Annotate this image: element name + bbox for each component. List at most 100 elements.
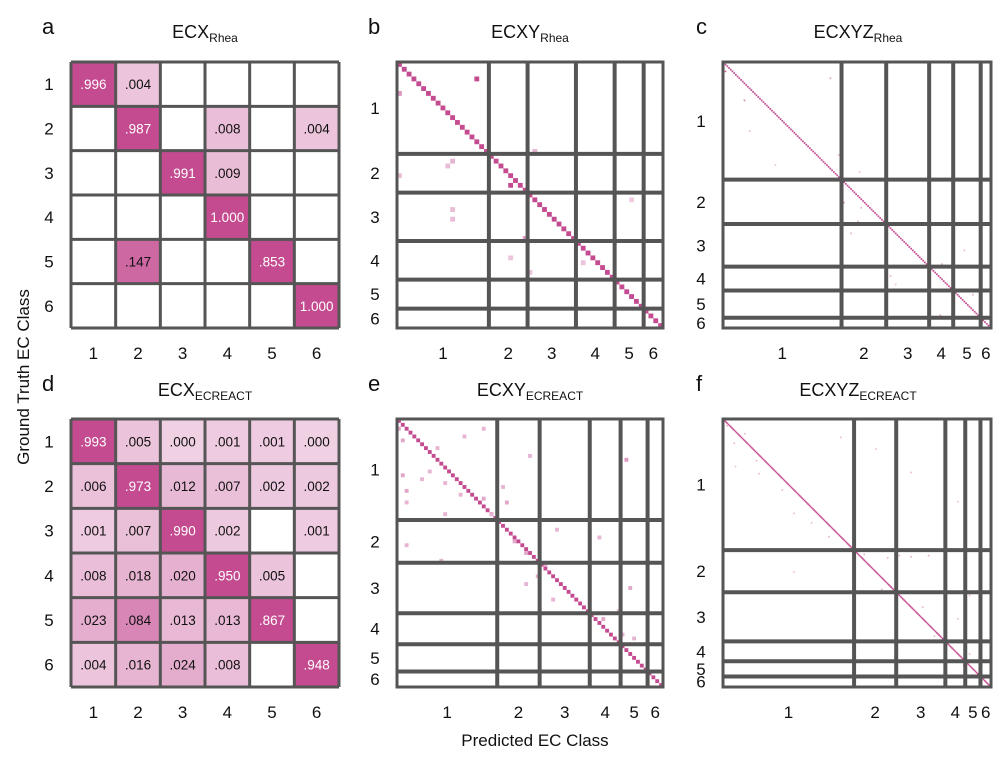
- diagonal-cell: [988, 684, 991, 687]
- diagonal-cell: [900, 596, 903, 599]
- panel-letter-c: c: [696, 14, 707, 39]
- matrix-cell: [160, 508, 205, 553]
- diagonal-cell: [488, 153, 494, 159]
- panel-title-subscript: ECREACT: [859, 389, 917, 403]
- diagonal-cell: [845, 541, 848, 544]
- diagonal-cell: [864, 560, 867, 563]
- off-diagonal-cell: [963, 249, 966, 252]
- matrix-cell: [160, 463, 205, 509]
- off-diagonal-cell: [427, 469, 432, 474]
- y-tick-label: 5: [370, 649, 379, 668]
- panel-d: d ECXECREACT .993 .005 .000 .001 .001 .000 .006.…: [42, 371, 341, 722]
- diagonal-cell: [919, 615, 922, 618]
- off-diagonal-cell: [968, 594, 971, 597]
- diagonal-cell: [619, 284, 625, 290]
- diagonal-cell: [734, 430, 737, 433]
- diagonal-cell: [909, 605, 911, 607]
- diagonal-cell: [813, 509, 815, 511]
- diagonal-cell: [939, 276, 942, 279]
- diagonal-cell: [846, 184, 849, 187]
- diagonal-cell: [885, 581, 888, 584]
- x-tick-label: 4: [600, 703, 609, 722]
- cell-value-label: .987: [125, 122, 151, 137]
- diagonal-cell: [474, 139, 480, 145]
- diagonal-cell: [753, 92, 756, 95]
- off-diagonal-cell: [843, 201, 845, 204]
- panel-letter-f: f: [696, 371, 703, 396]
- y-tick-label: 5: [370, 285, 379, 304]
- diagonal-cell: [972, 309, 974, 311]
- diagonal-cell: [512, 535, 517, 540]
- diagonal-cell: [802, 498, 805, 501]
- off-diagonal-cell: [733, 442, 736, 445]
- diagonal-cell: [923, 619, 925, 621]
- diagonal-cell: [881, 218, 883, 221]
- matrix-cell: [294, 508, 339, 553]
- x-tick-label: 4: [951, 703, 960, 722]
- x-tick-label: 2: [859, 344, 868, 363]
- diagonal-cell: [904, 600, 906, 602]
- y-tick-label: 6: [370, 309, 379, 328]
- diagonal-cell: [862, 558, 864, 560]
- diagonal-cell: [803, 142, 806, 144]
- diagonal-cell: [439, 461, 444, 466]
- diagonal-cell: [968, 305, 971, 308]
- diagonal-cell: [597, 620, 602, 625]
- diagonal-cell: [744, 440, 746, 442]
- off-diagonal-cell: [734, 465, 737, 468]
- diagonal-cell: [822, 160, 825, 163]
- diagonal-cell: [411, 76, 417, 82]
- diagonal-cell: [948, 644, 951, 647]
- diagonal-cell: [805, 143, 808, 146]
- diagonal-cell: [883, 579, 885, 581]
- x-tick-label: 2: [870, 703, 879, 722]
- diagonal-cell: [956, 293, 959, 296]
- diagonal-cell: [774, 470, 777, 473]
- diagonal-cell: [870, 566, 873, 569]
- diagonal-cell: [773, 469, 775, 471]
- diagonal-cell: [450, 473, 455, 478]
- cell-value-label: .020: [170, 568, 196, 583]
- diagonal-cell: [397, 62, 402, 67]
- off-diagonal-cell: [968, 653, 971, 655]
- diagonal-cell: [477, 500, 482, 505]
- x-tick-label: 2: [514, 703, 523, 722]
- diagonal-cell: [818, 514, 821, 517]
- x-tick-label: 3: [547, 344, 556, 363]
- off-diagonal-cell: [863, 553, 866, 556]
- y-tick-label: 5: [696, 660, 705, 679]
- matrix-cell: [71, 553, 116, 598]
- diagonal-cell: [982, 319, 985, 322]
- diagonal-cell: [748, 87, 751, 90]
- diagonal-cell: [907, 603, 910, 606]
- diagonal-cell: [809, 505, 812, 508]
- matrix-cell: [205, 419, 250, 464]
- diagonal-cell: [798, 137, 801, 139]
- diagonal-cell: [561, 226, 567, 232]
- y-tick-label: 3: [370, 208, 379, 227]
- diagonal-cell: [877, 573, 880, 576]
- diagonal-cell: [891, 229, 894, 231]
- cell-value-label: .004: [80, 658, 107, 673]
- matrix-cell: [115, 239, 161, 284]
- diagonal-cell: [874, 212, 876, 214]
- x-tick-label: 3: [903, 344, 912, 363]
- diagonal-cell: [950, 646, 952, 648]
- diagonal-cell: [898, 594, 901, 597]
- x-tick-label: 6: [981, 703, 990, 722]
- diagonal-cell: [745, 84, 748, 86]
- diagonal-cell: [760, 456, 763, 459]
- diagonal-cell: [733, 429, 736, 432]
- y-tick-label: 4: [696, 270, 705, 289]
- diagonal-cell: [976, 672, 979, 675]
- diagonal-cell: [546, 211, 552, 217]
- diagonal-cell: [766, 462, 768, 464]
- diagonal-cell: [783, 479, 786, 482]
- diagonal-cell: [633, 298, 639, 304]
- diagonal-cell: [955, 651, 958, 654]
- cell-value-label: .023: [80, 613, 106, 628]
- off-diagonal-cell: [744, 433, 746, 435]
- diagonal-cell: [724, 63, 727, 66]
- diagonal-cell: [908, 246, 911, 248]
- off-diagonal-cell: [458, 492, 463, 497]
